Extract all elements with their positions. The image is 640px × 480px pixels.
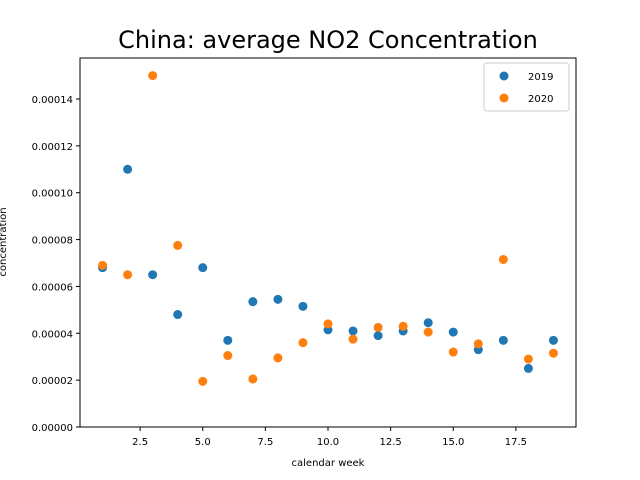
y-tick-label: 0.00000 [32, 423, 73, 434]
legend-marker-2020 [499, 93, 509, 103]
data-point-2020 [173, 240, 183, 250]
data-point-2020 [373, 322, 383, 332]
data-point-2020 [148, 71, 158, 81]
y-tick-label: 0.00010 [32, 189, 73, 200]
data-point-2019 [373, 331, 383, 341]
data-point-2019 [273, 294, 283, 304]
data-point-2019 [523, 363, 533, 373]
legend-label-2019: 2019 [528, 72, 553, 83]
data-point-2020 [548, 348, 558, 358]
data-point-2019 [348, 326, 358, 336]
data-point-2019 [423, 318, 433, 328]
plot-area [80, 58, 576, 427]
data-point-2020 [123, 270, 133, 280]
data-point-2019 [148, 270, 158, 280]
data-point-2020 [523, 354, 533, 364]
x-tick-label: 15.0 [442, 437, 464, 448]
data-point-2019 [198, 263, 208, 273]
data-point-2020 [248, 374, 258, 384]
x-tick-label: 12.5 [379, 437, 401, 448]
data-point-2020 [323, 319, 333, 329]
data-point-2020 [473, 339, 483, 349]
data-point-2020 [273, 353, 283, 363]
data-point-2019 [173, 310, 183, 320]
data-point-2019 [298, 301, 308, 311]
x-tick-label: 17.5 [505, 437, 527, 448]
data-point-2020 [398, 321, 408, 331]
x-axis-label: calendar week [292, 458, 365, 469]
data-point-2020 [498, 254, 508, 264]
y-tick-label: 0.00006 [32, 282, 73, 293]
data-point-2019 [223, 335, 233, 345]
legend-frame [483, 62, 570, 112]
data-point-2020 [98, 260, 108, 270]
y-tick-label: 0.00014 [32, 95, 73, 106]
y-tick-label: 0.00012 [32, 142, 73, 153]
data-points [98, 71, 558, 386]
x-axis-ticks: 2.5 5.0 7.5 10.0 12.5 15.0 17.5 [132, 427, 527, 448]
data-point-2019 [498, 335, 508, 345]
data-point-2019 [448, 327, 458, 337]
y-tick-label: 0.00008 [32, 236, 73, 247]
legend-label-2020: 2020 [528, 94, 553, 105]
data-point-2020 [348, 334, 358, 344]
x-tick-label: 7.5 [257, 437, 273, 448]
data-point-2019 [548, 335, 558, 345]
chart-title: China: average NO2 Concentration [118, 26, 538, 54]
data-point-2020 [298, 338, 308, 348]
y-axis-ticks: 0.00000 0.00002 0.00004 0.00006 0.00008 0.000… [32, 95, 80, 434]
data-point-2019 [248, 297, 258, 307]
x-tick-label: 5.0 [195, 437, 211, 448]
data-point-2020 [198, 376, 208, 386]
y-tick-label: 0.00002 [32, 376, 73, 387]
x-tick-label: 10.0 [317, 437, 339, 448]
legend-marker-2019 [499, 71, 509, 81]
data-point-2020 [223, 351, 233, 361]
legend: 2019 2020 [483, 62, 570, 112]
y-tick-label: 0.00004 [32, 329, 73, 340]
x-tick-label: 2.5 [132, 437, 148, 448]
data-point-2019 [123, 164, 133, 174]
data-point-2020 [448, 347, 458, 357]
data-point-2020 [423, 327, 433, 337]
y-axis-label: concentration [0, 207, 9, 276]
